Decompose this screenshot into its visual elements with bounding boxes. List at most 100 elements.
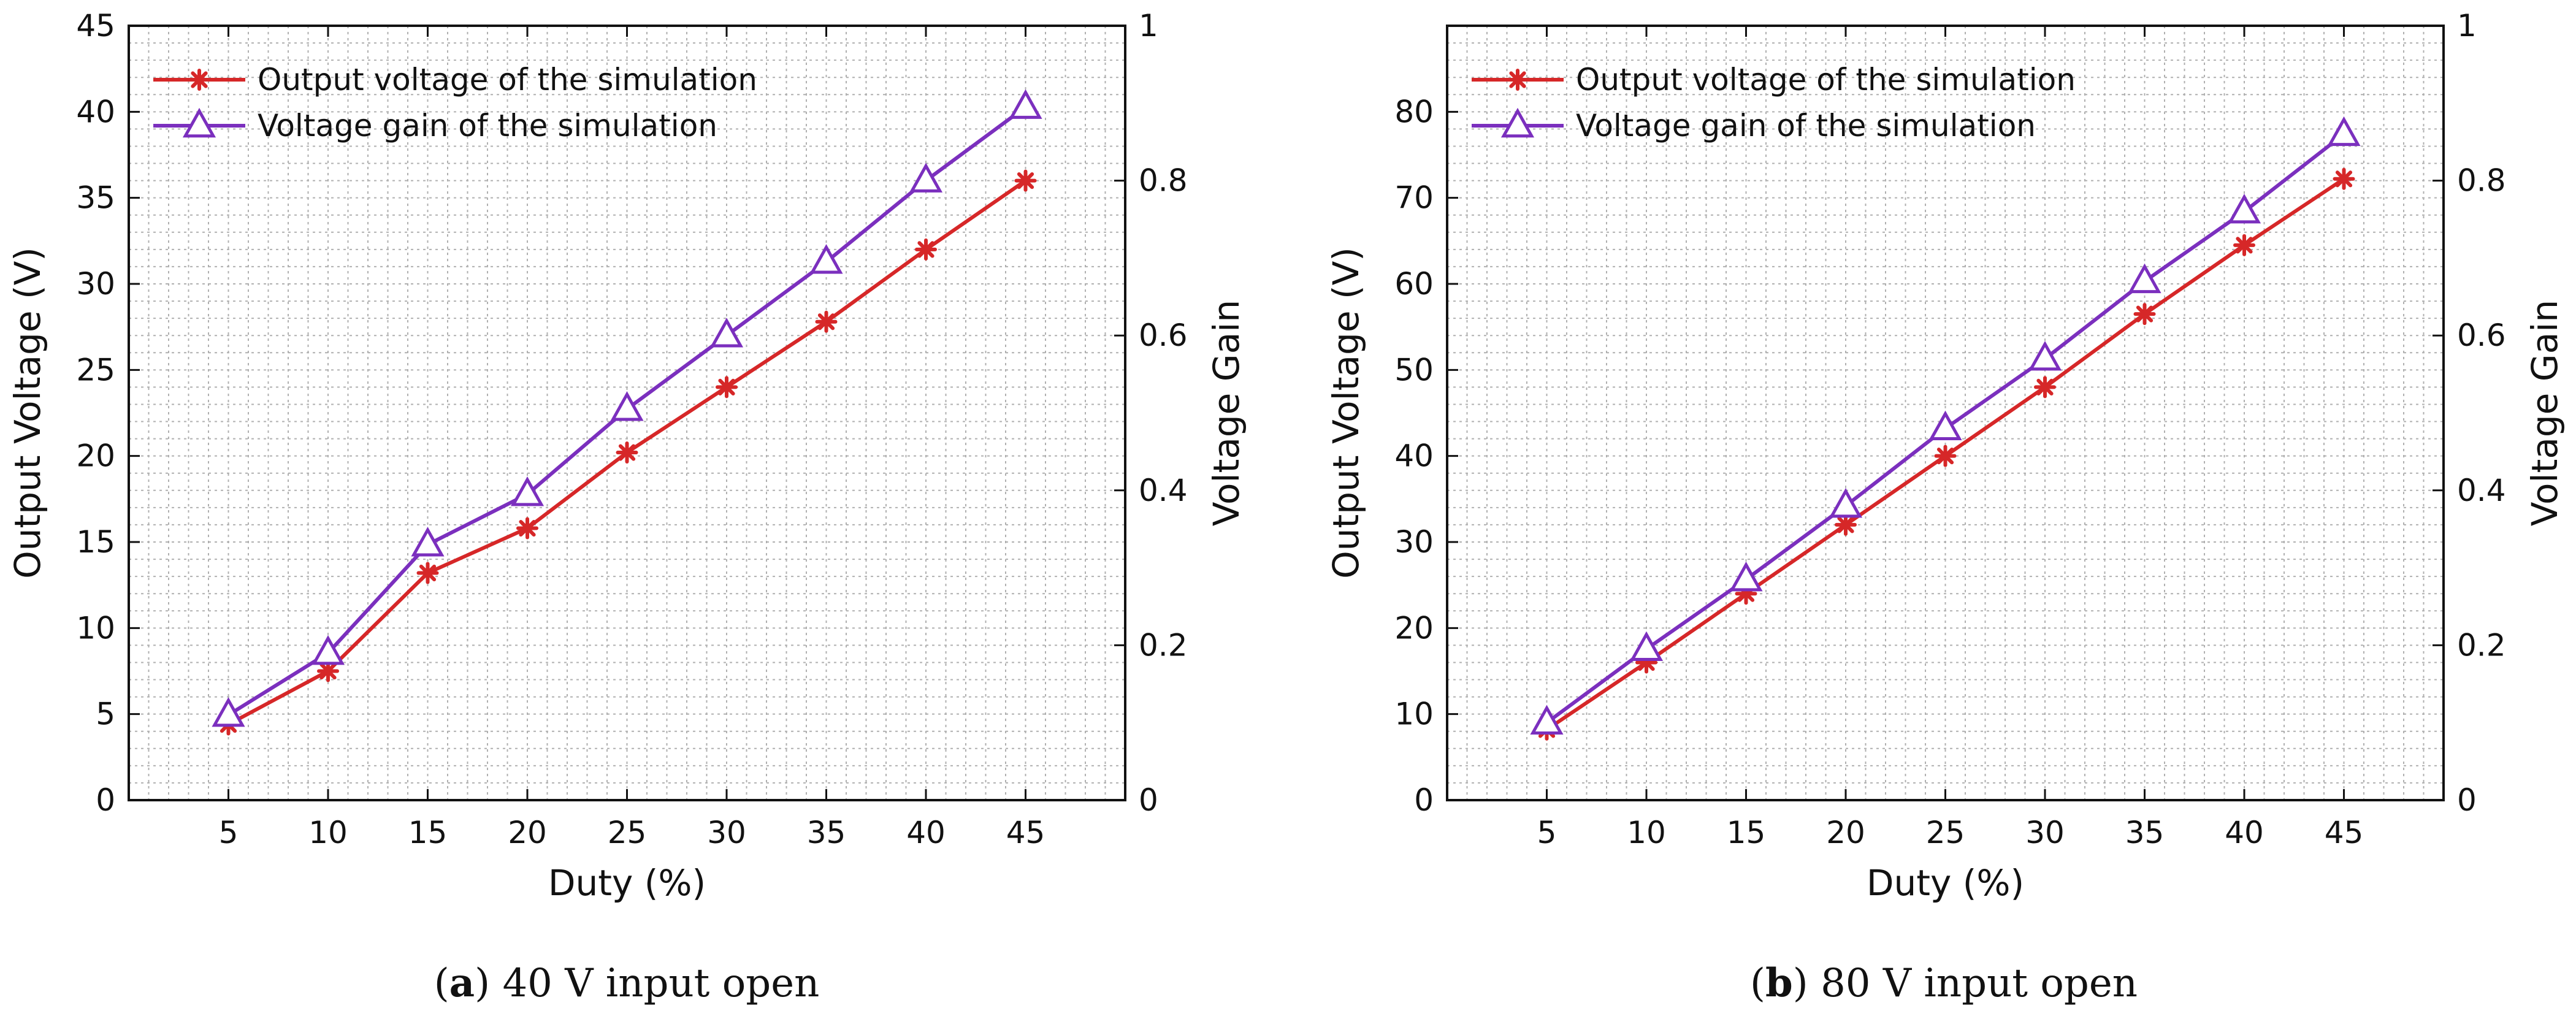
y-right-tick-label: 0.4 — [1139, 473, 1188, 508]
y-tick-label: 40 — [76, 94, 115, 129]
y-tick-label: 25 — [76, 352, 115, 388]
asterisk-stroke — [2136, 305, 2154, 323]
asterisk-stroke — [817, 313, 835, 330]
y-tick-label: 30 — [76, 266, 115, 302]
data-point — [1500, 107, 1535, 138]
y-tick-label: 0 — [1414, 782, 1434, 818]
grid — [129, 26, 1125, 800]
asterisk-stroke — [1017, 172, 1034, 189]
data-point — [1507, 69, 1529, 91]
figure-caption: (b) 80 V input open — [1750, 960, 2138, 1006]
data-point — [2028, 340, 2062, 371]
asterisk-stroke — [1936, 448, 1954, 465]
y-right-tick-label: 0.4 — [2457, 473, 2506, 508]
y-tick-label: 20 — [76, 438, 115, 474]
y-right-tick-label: 0 — [2457, 782, 2477, 818]
y-tick-label: 15 — [76, 524, 115, 560]
y-right-tick-label: 0.8 — [1139, 163, 1188, 199]
data-point — [516, 517, 538, 540]
legend-label: Voltage gain of the simulation — [258, 108, 717, 143]
y-tick-label: 10 — [76, 610, 115, 646]
data-point — [809, 244, 843, 274]
y-right-tick-label: 0.8 — [2457, 163, 2506, 199]
asterisk-stroke — [2335, 170, 2353, 188]
y-right-tick-label: 0.6 — [1139, 318, 1188, 353]
series-voltage-gain — [1530, 116, 2361, 735]
data-point — [317, 660, 339, 682]
data-point — [188, 69, 210, 91]
y-tick-label: 80 — [1394, 94, 1434, 129]
y-tick-label: 0 — [96, 782, 115, 818]
plot-frame — [1446, 25, 2445, 801]
legend-label: Voltage gain of the simulation — [1576, 108, 2036, 143]
x-tick-label: 10 — [1627, 815, 1666, 850]
caption-tag: b — [1765, 960, 1793, 1006]
data-point — [815, 310, 838, 333]
data-point — [311, 635, 345, 665]
data-point — [411, 527, 445, 557]
legend: Output voltage of the simulation Voltage … — [153, 62, 757, 143]
asterisk-stroke — [419, 564, 437, 582]
caption-paren-close: ) — [475, 961, 502, 1006]
y-tick-label: 70 — [1394, 180, 1434, 216]
asterisk-stroke — [917, 241, 934, 258]
legend-item: Output voltage of the simulation — [153, 62, 757, 97]
data-point — [1629, 631, 1664, 662]
y-right-tick-label: 0.6 — [2457, 318, 2506, 353]
legend-label: Output voltage of the simulation — [258, 62, 757, 97]
y-right-axis-label: Voltage Gain — [2524, 300, 2566, 526]
x-tick-label: 20 — [508, 815, 547, 850]
caption-text: 80 V input open — [1821, 961, 2138, 1006]
y-tick-label: 10 — [1394, 697, 1434, 732]
y-right-tick-label: 1 — [1139, 8, 1158, 44]
x-tick-label: 20 — [1826, 815, 1865, 850]
asterisk-stroke — [1509, 71, 1526, 88]
data-point — [709, 318, 744, 348]
data-point — [1014, 169, 1037, 192]
data-point — [182, 107, 216, 138]
y-tick-label: 30 — [1394, 524, 1434, 560]
data-point — [1829, 487, 1863, 518]
legend-item: Voltage gain of the simulation — [1472, 107, 2036, 143]
x-tick-label: 30 — [2025, 815, 2065, 850]
x-tick-label: 45 — [1006, 815, 1045, 850]
y-right-tick-label: 0.2 — [2457, 627, 2506, 663]
y-right-tick-label: 0.2 — [1139, 627, 1188, 663]
caption-paren-open: ( — [1750, 961, 1765, 1006]
asterisk-stroke — [2236, 237, 2253, 254]
x-tick-label: 45 — [2325, 815, 2364, 850]
data-point — [2327, 116, 2361, 147]
data-point — [716, 376, 738, 399]
x-tick-label: 10 — [308, 815, 348, 850]
x-tick-label: 15 — [408, 815, 448, 850]
x-tick-label: 25 — [608, 815, 647, 850]
data-point — [1009, 89, 1042, 119]
caption-paren-open: ( — [434, 961, 449, 1006]
x-tick-label: 15 — [1727, 815, 1766, 850]
asterisk-stroke — [618, 444, 636, 461]
legend: Output voltage of the simulation Voltage … — [1472, 62, 2076, 143]
asterisk-stroke — [2036, 378, 2054, 396]
grid — [1447, 26, 2444, 800]
y-tick-label: 50 — [1394, 352, 1434, 388]
data-point — [2128, 263, 2161, 294]
y-tick-label: 35 — [76, 180, 115, 216]
asterisk-stroke — [319, 662, 337, 680]
legend-item: Voltage gain of the simulation — [153, 107, 717, 143]
y-tick-label: 20 — [1394, 610, 1434, 646]
y-tick-label: 45 — [76, 8, 115, 44]
data-point — [416, 562, 439, 584]
asterisk-stroke — [1837, 516, 1854, 533]
data-point — [909, 162, 943, 193]
data-point — [2034, 376, 2056, 399]
caption-text: 40 V input open — [502, 961, 819, 1006]
x-tick-label: 5 — [1537, 815, 1557, 850]
x-tick-label: 25 — [1926, 815, 1965, 850]
x-tick-label: 40 — [906, 815, 946, 850]
data-point — [915, 238, 937, 261]
y-axis-label: Output Voltage (V) — [1325, 247, 1367, 579]
data-point — [1928, 410, 1962, 441]
data-point — [2227, 193, 2261, 224]
data-point — [2333, 167, 2355, 190]
series-voltage-gain — [212, 89, 1042, 727]
